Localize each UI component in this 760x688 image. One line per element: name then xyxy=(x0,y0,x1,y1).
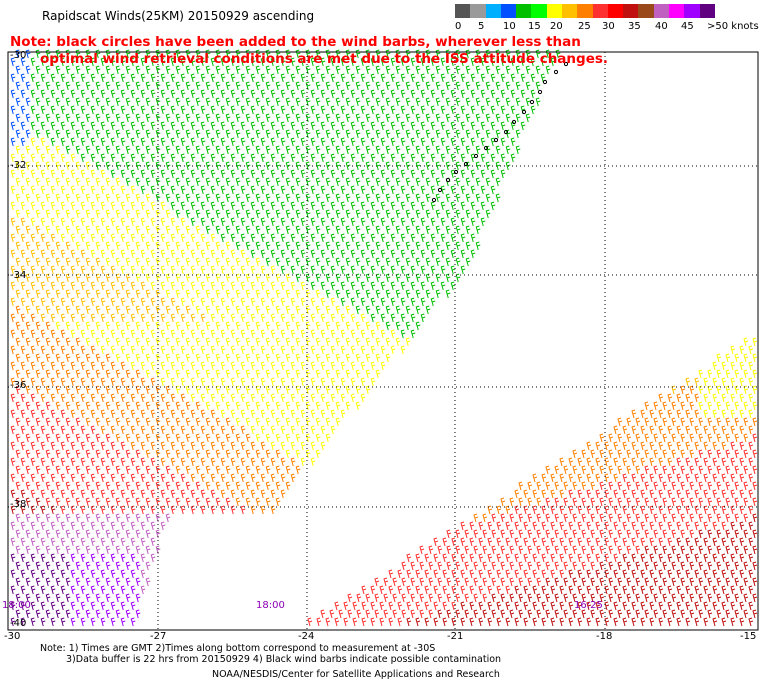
note-line-2: optimal wind retrieval conditions are me… xyxy=(40,51,609,67)
lon-label: -24 xyxy=(298,631,315,642)
color-scale-swatch xyxy=(546,4,562,18)
color-scale-label: 20 xyxy=(550,21,563,32)
map-title: Rapidscat Winds(25KM) 20150929 ascending xyxy=(42,9,315,23)
color-scale-label: 10 xyxy=(503,21,516,32)
color-scale-label: 0 xyxy=(455,21,462,32)
lon-label: -21 xyxy=(447,631,464,642)
contamination-note: Note: black circles have been added to t… xyxy=(10,34,608,68)
color-scale-swatch xyxy=(500,4,517,18)
color-scale-label: 45 xyxy=(681,21,694,32)
color-scale-label: >50 knots xyxy=(707,21,759,32)
color-scale-swatch xyxy=(653,4,669,18)
color-scale-swatch xyxy=(577,4,593,18)
color-scale-label: 5 xyxy=(478,21,485,32)
lon-label: -18 xyxy=(596,631,613,642)
lat-label: -30 xyxy=(10,50,27,61)
lon-label: -15 xyxy=(740,631,757,642)
footnote-line-2: 3)Data buffer is 22 hrs from 20150929 4)… xyxy=(66,654,502,665)
wind-barbs-layer xyxy=(10,49,758,627)
grid-lines xyxy=(8,52,758,630)
color-scale-label: 35 xyxy=(628,21,641,32)
pass-time: 18:00 xyxy=(2,600,31,611)
color-scale-swatch xyxy=(592,4,608,18)
color-scale xyxy=(455,4,715,18)
color-scale-swatch xyxy=(470,4,486,18)
note-line-1: Note: black circles have been added to t… xyxy=(10,34,581,50)
lon-label: -27 xyxy=(150,631,167,642)
footnote-line-1: Note: 1) Times are GMT 2)Times along bot… xyxy=(40,643,436,654)
color-scale-swatch xyxy=(607,4,624,18)
color-scale-swatch xyxy=(561,4,578,18)
lat-label: -40 xyxy=(10,618,27,629)
color-scale-swatch xyxy=(623,4,639,18)
lat-label: -38 xyxy=(10,499,27,510)
lat-label: -32 xyxy=(10,160,27,171)
color-scale-swatch xyxy=(684,4,700,18)
pass-time: 16:25 xyxy=(574,600,603,611)
lon-label: -30 xyxy=(4,631,21,642)
color-scale-swatch xyxy=(455,4,471,18)
lat-label: -36 xyxy=(10,380,27,391)
credit-line: NOAA/NESDIS/Center for Satellite Applica… xyxy=(212,669,500,680)
color-scale-swatch xyxy=(531,4,547,18)
color-scale-swatch xyxy=(485,4,501,18)
color-scale-label: 40 xyxy=(655,21,668,32)
color-scale-swatch xyxy=(668,4,685,18)
color-scale-label: 15 xyxy=(528,21,541,32)
color-scale-swatch xyxy=(516,4,532,18)
color-scale-swatch xyxy=(699,4,715,18)
pass-time: 18:00 xyxy=(256,600,285,611)
color-scale-swatch xyxy=(638,4,654,18)
lat-label: -34 xyxy=(10,270,27,281)
color-scale-label: 30 xyxy=(602,21,615,32)
map-frame xyxy=(7,51,759,631)
color-scale-label: 25 xyxy=(578,21,591,32)
